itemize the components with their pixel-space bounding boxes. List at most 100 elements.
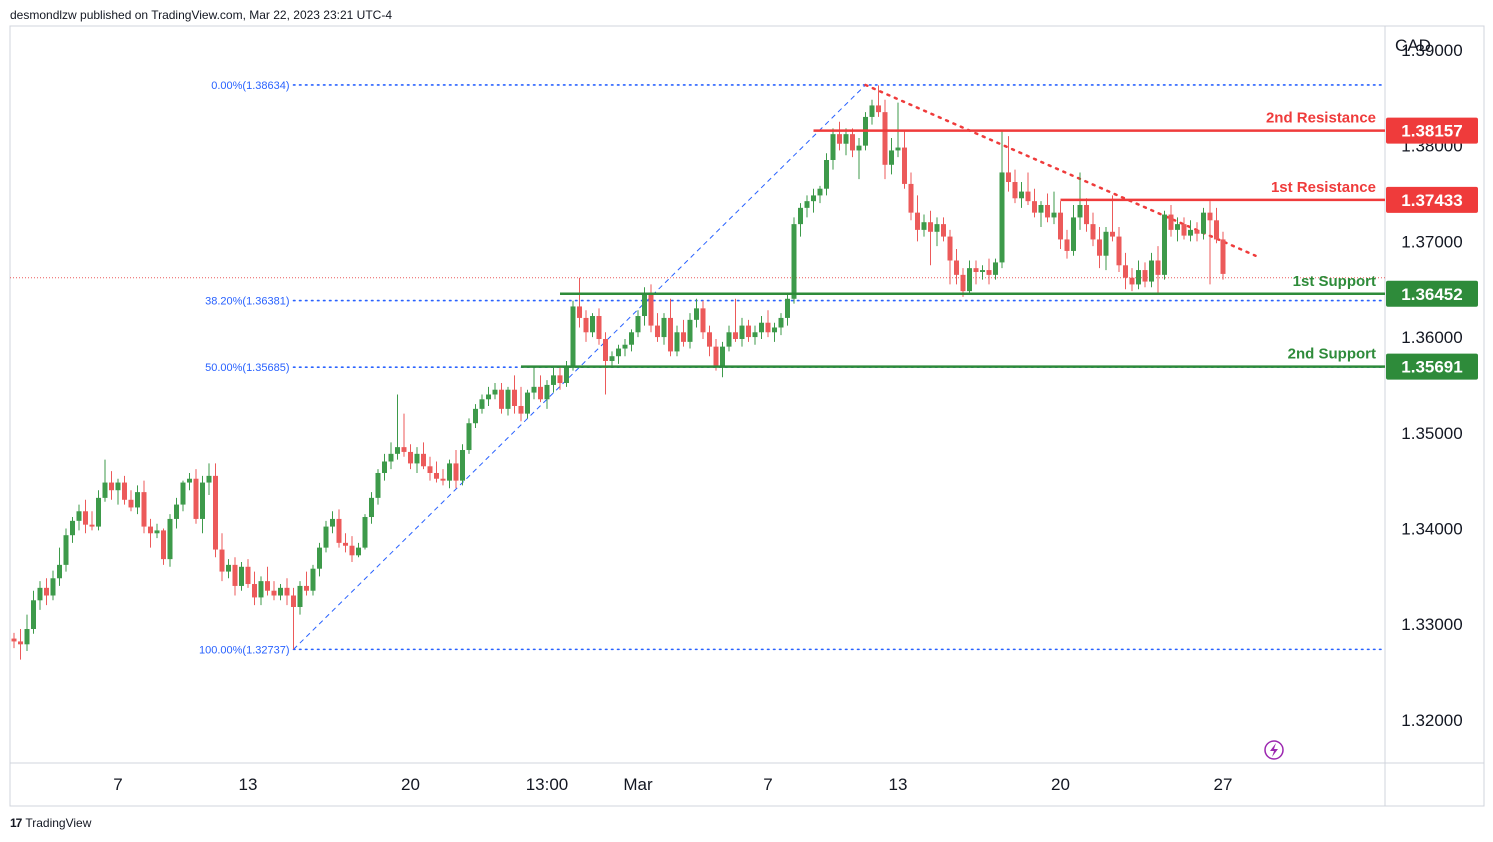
candlestick[interactable] <box>824 153 829 196</box>
candlestick[interactable] <box>11 632 17 649</box>
candlestick[interactable] <box>70 517 75 543</box>
candlestick[interactable] <box>980 265 985 280</box>
candlestick[interactable] <box>427 456 433 481</box>
candlestick[interactable] <box>492 383 498 400</box>
candlestick[interactable] <box>466 418 472 454</box>
candlestick[interactable] <box>304 571 309 596</box>
candlestick[interactable] <box>89 511 95 531</box>
candlestick[interactable] <box>915 195 920 242</box>
candlestick[interactable] <box>830 128 836 170</box>
candlestick[interactable] <box>603 332 608 395</box>
candlestick[interactable] <box>343 533 348 553</box>
candlestick[interactable] <box>336 509 342 548</box>
candlestick[interactable] <box>278 584 283 601</box>
candlestick[interactable] <box>921 214 927 237</box>
candlestick[interactable] <box>622 338 628 357</box>
candlestick[interactable] <box>479 394 485 414</box>
candlestick[interactable] <box>258 576 264 606</box>
candlestick[interactable] <box>551 367 556 393</box>
candlestick[interactable] <box>24 614 30 652</box>
candlestick[interactable] <box>31 590 36 634</box>
candlestick[interactable] <box>518 386 524 422</box>
candlestick[interactable] <box>369 492 374 524</box>
candlestick[interactable] <box>531 365 537 400</box>
candlestick[interactable] <box>115 478 121 505</box>
candlestick[interactable] <box>395 394 400 460</box>
candlestick[interactable] <box>726 325 732 352</box>
candlestick[interactable] <box>271 581 277 601</box>
plot-area[interactable]: 0.00%(1.38634) 38.20%(1.36381) 50.00%(1.35… <box>10 80 1386 660</box>
candlestick[interactable] <box>128 490 134 512</box>
candlestick[interactable] <box>141 480 147 534</box>
candlestick[interactable] <box>967 260 972 295</box>
candlestick[interactable] <box>96 490 101 531</box>
candlestick[interactable] <box>408 444 413 470</box>
candlestick[interactable] <box>1084 198 1089 232</box>
candlestick[interactable] <box>707 325 712 357</box>
candlestick[interactable] <box>1032 188 1037 218</box>
candlestick[interactable] <box>154 523 160 539</box>
candlestick[interactable] <box>655 313 660 342</box>
candlestick[interactable] <box>356 542 361 558</box>
candlestick[interactable] <box>1012 169 1018 204</box>
candlestick[interactable] <box>453 450 459 489</box>
candlestick[interactable] <box>856 137 862 180</box>
candlestick[interactable] <box>63 528 69 572</box>
candlestick[interactable] <box>76 504 82 531</box>
candlestick[interactable] <box>50 570 56 601</box>
candlestick[interactable] <box>291 587 296 650</box>
candlestick[interactable] <box>1220 231 1226 280</box>
candlestick[interactable] <box>596 308 602 345</box>
candlestick[interactable] <box>330 511 335 534</box>
candlestick[interactable] <box>882 99 888 180</box>
candlestick[interactable] <box>1064 229 1070 259</box>
candlestick[interactable] <box>1194 222 1200 242</box>
candlestick[interactable] <box>973 260 979 285</box>
candlestick[interactable] <box>928 210 933 266</box>
candlestick[interactable] <box>1116 227 1122 272</box>
candlestick[interactable] <box>252 571 257 606</box>
candlestick[interactable] <box>102 459 108 502</box>
candlestick[interactable] <box>947 229 953 285</box>
candlestick[interactable] <box>109 471 114 500</box>
candlestick[interactable] <box>310 564 316 596</box>
support-price-badge[interactable]: 1.35691 <box>1386 353 1478 380</box>
candlestick[interactable] <box>1071 204 1076 256</box>
candlestick[interactable] <box>1097 227 1102 269</box>
candlestick[interactable] <box>1214 207 1219 244</box>
candlestick[interactable] <box>512 375 517 414</box>
lightning-icon[interactable] <box>1264 740 1284 760</box>
candlestick[interactable] <box>161 528 166 565</box>
candlestick[interactable] <box>993 258 998 280</box>
candlestick[interactable] <box>954 249 959 285</box>
candlestick[interactable] <box>616 344 621 364</box>
candlestick[interactable] <box>505 386 511 416</box>
candlestick[interactable] <box>869 99 875 125</box>
candlestick[interactable] <box>421 442 426 470</box>
resistance-price-badge[interactable]: 1.38157 <box>1386 117 1478 144</box>
candlestick[interactable] <box>837 121 842 151</box>
candlestick[interactable] <box>135 485 140 515</box>
candlestick[interactable] <box>648 284 654 333</box>
time-axis[interactable]: 7 13 20 13:00 Mar 7 13 20 27 <box>113 775 1232 794</box>
candlestick[interactable] <box>1058 201 1063 250</box>
candlestick[interactable] <box>694 298 699 328</box>
candlestick[interactable] <box>739 317 745 347</box>
candlestick[interactable] <box>746 319 751 342</box>
candlestick[interactable] <box>83 499 88 534</box>
candlestick[interactable] <box>382 453 387 481</box>
candlestick[interactable] <box>765 310 771 338</box>
candlestick[interactable] <box>713 338 719 371</box>
candlestick[interactable] <box>557 367 563 390</box>
candlestick[interactable] <box>700 300 706 339</box>
candlestick[interactable] <box>538 375 543 403</box>
candlestick[interactable] <box>388 442 394 470</box>
candlestick[interactable] <box>609 351 615 368</box>
candlestick[interactable] <box>752 325 758 345</box>
candlestick[interactable] <box>434 461 439 483</box>
candlestick[interactable] <box>590 313 595 338</box>
candlestick[interactable] <box>375 469 381 505</box>
candlestick[interactable] <box>1149 252 1154 288</box>
candlestick[interactable] <box>349 536 355 562</box>
candlestick[interactable] <box>570 300 576 371</box>
